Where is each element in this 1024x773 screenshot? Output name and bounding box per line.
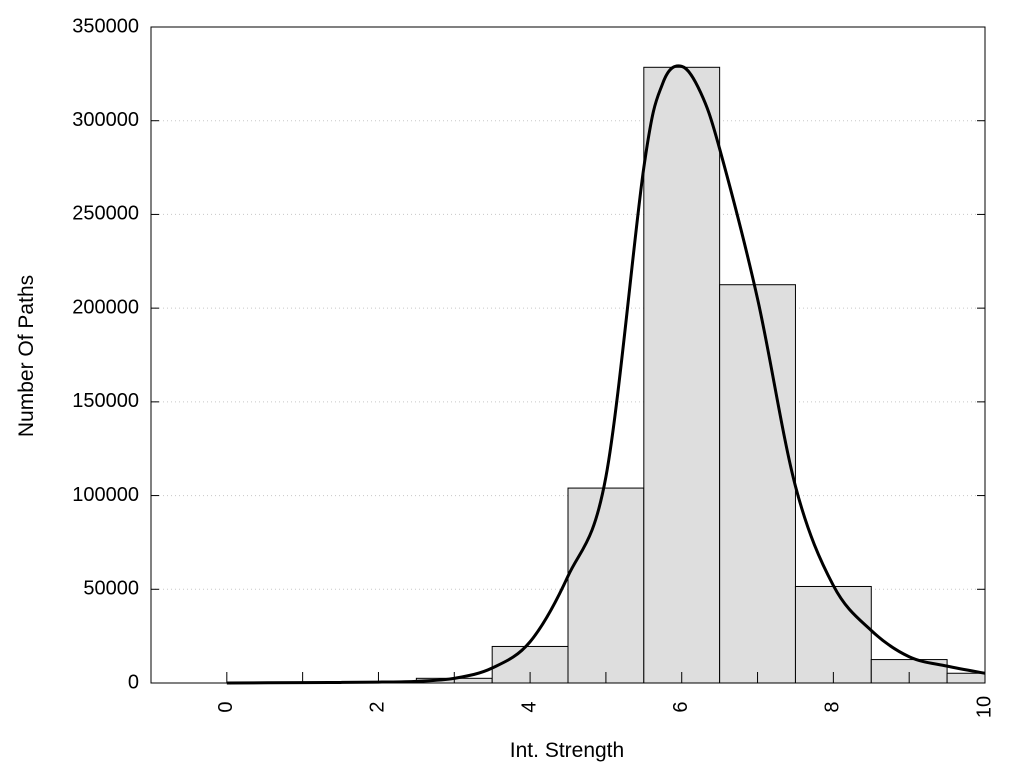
x-axis-title: Int. Strength bbox=[510, 739, 624, 762]
y-tick-label: 150000 bbox=[72, 390, 139, 412]
histogram-bar bbox=[568, 488, 644, 683]
y-tick-label: 350000 bbox=[72, 15, 139, 37]
x-tick-label: 10 bbox=[973, 696, 995, 718]
x-tick-label: 2 bbox=[367, 701, 389, 712]
y-tick-label: 50000 bbox=[83, 578, 139, 600]
x-tick-label: 4 bbox=[518, 701, 540, 712]
y-tick-label: 250000 bbox=[72, 203, 139, 225]
y-tick-label: 100000 bbox=[72, 484, 139, 506]
x-tick-label: 0 bbox=[215, 701, 237, 712]
bar-layer bbox=[341, 67, 985, 683]
y-tick-label: 200000 bbox=[72, 296, 139, 318]
histogram-bar bbox=[644, 67, 720, 683]
x-tick-label: 6 bbox=[670, 701, 692, 712]
y-axis-title: Number Of Paths bbox=[15, 275, 38, 437]
histogram-bar bbox=[947, 673, 985, 683]
x-tick-label: 8 bbox=[822, 701, 844, 712]
histogram-bar bbox=[795, 586, 871, 683]
histogram-bar bbox=[720, 285, 796, 683]
y-tick-label: 0 bbox=[128, 671, 139, 693]
y-tick-label: 300000 bbox=[72, 109, 139, 131]
